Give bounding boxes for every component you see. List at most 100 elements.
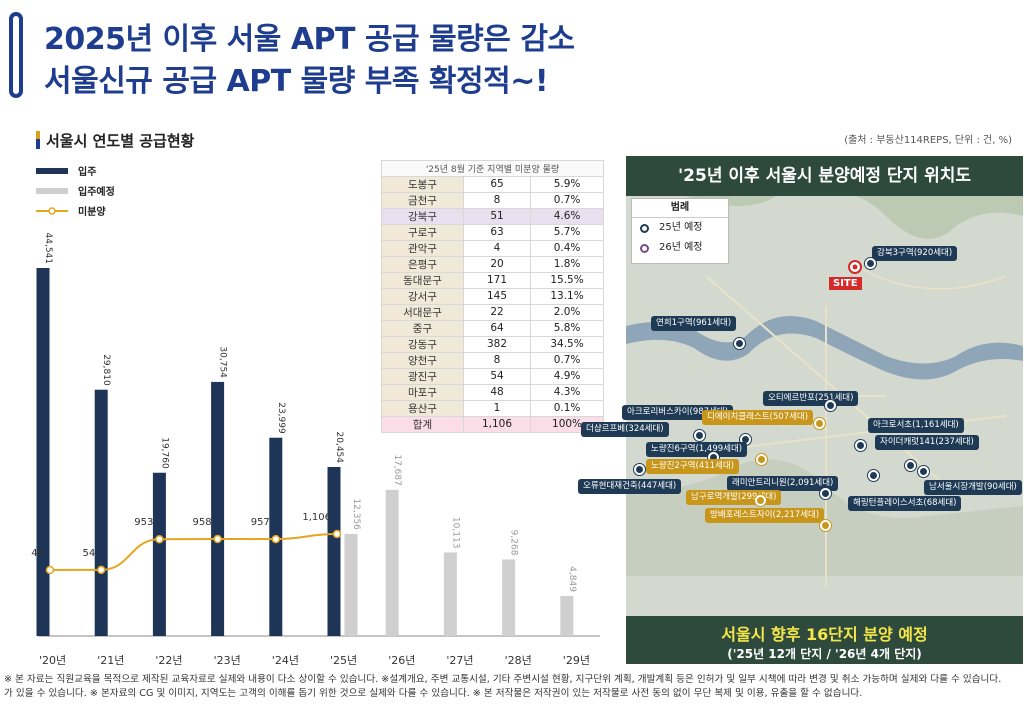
- table-cell-pct: 0.4%: [530, 239, 604, 257]
- legend-swatch-planned: [36, 187, 68, 194]
- unsold-table: '25년 8월 기준 지역별 미분양 물량 도봉구 65 5.9% 금천구 8 0.7% 강…: [381, 160, 604, 433]
- table-row: 강서구 145 13.1%: [381, 287, 604, 305]
- table-row: 은평구 20 1.8%: [381, 255, 604, 273]
- table-row: 서대문구 22 2.0%: [381, 303, 604, 321]
- bar-label-move-in: 20,454: [334, 432, 344, 464]
- table-row: 구로구 63 5.7%: [381, 223, 604, 241]
- table-cell-district: 용산구: [381, 399, 464, 417]
- x-tick-label: '23년: [214, 654, 241, 667]
- bar-label-move-in: 23,999: [276, 402, 286, 434]
- map-footer-main: 서울시 향후 16단지 분양 예정: [721, 625, 928, 644]
- table-row: 마포구 48 4.3%: [381, 383, 604, 401]
- table-cell-count: 64: [462, 319, 532, 337]
- footnote: ※ 본 자료는 직원교육을 목적으로 제작된 교육자료로 실제와 내용이 다소 …: [4, 673, 1022, 701]
- map-pin-icon: [694, 430, 705, 441]
- table-cell-count: 1: [462, 399, 532, 417]
- bar-label-planned: 9,268: [509, 530, 519, 556]
- table-row: 강북구 51 4.6%: [381, 207, 604, 225]
- bar-label-planned: 17,687: [392, 454, 402, 486]
- map-marker-label: 연희1구역(961세대): [651, 316, 737, 331]
- source-note: (출처 : 부동산114REPS, 단위 : 건, %): [844, 135, 1012, 146]
- table-body: 도봉구 65 5.9% 금천구 8 0.7% 강북구 51 4.6% 구로구 63 5.7% 관악구 4 0…: [381, 175, 604, 433]
- point-unsold: [213, 534, 222, 544]
- map-pin-icon: [734, 338, 745, 349]
- x-tick-label: '20년: [39, 654, 66, 667]
- table-cell-count: 54: [462, 367, 532, 385]
- table-cell-count: 63: [462, 223, 532, 241]
- site-pin-icon: [848, 260, 862, 274]
- legend-move-in: 입주: [36, 163, 96, 178]
- table-cell-district: 금천구: [381, 191, 464, 209]
- map-pin-icon: [814, 418, 825, 429]
- map-pin-icon: [905, 460, 916, 471]
- section-marker-accent: [36, 131, 40, 139]
- map-title: '25년 이후 서울시 분양예정 단지 위치도: [626, 156, 1023, 196]
- section-title: 서울시 연도별 공급현황: [46, 132, 195, 150]
- title-bracket: [9, 12, 23, 98]
- map-pin-icon: [756, 454, 767, 465]
- map-footer-sub: ('25년 12개 단지 / '26년 4개 단지): [727, 647, 922, 661]
- map-marker-label: 오류현대재건축(447세대): [578, 479, 682, 494]
- table-cell-count: 4: [462, 239, 532, 257]
- table-cell-pct: 34.5%: [530, 335, 604, 353]
- table-cell-pct: 0.7%: [530, 351, 604, 369]
- title-line-2: 서울신규 공급 APT 물량 부족 확정적~!: [44, 64, 549, 99]
- table-cell-count: 48: [462, 383, 532, 401]
- map-legend-title: 범례: [632, 199, 728, 218]
- table-row: 용산구 1 0.1%: [381, 399, 604, 417]
- legend-label-unsold: 미분양: [78, 207, 106, 218]
- table-cell-pct: 13.1%: [530, 287, 604, 305]
- table-row: 중구 64 5.8%: [381, 319, 604, 337]
- table-cell-pct: 0.1%: [530, 399, 604, 417]
- table-row: 동대문구 171 15.5%: [381, 271, 604, 289]
- bar-move-in: [211, 381, 225, 636]
- bar-move-in: [152, 472, 166, 636]
- map-marker-label: 오티에르반포(251세대): [763, 391, 859, 406]
- map-marker-label: 해링턴플레이스서초(68세대): [848, 496, 962, 511]
- bar-planned: [344, 533, 358, 636]
- point-label-unsold: 957: [251, 517, 270, 528]
- legend-planned: 입주예정: [36, 183, 115, 198]
- table-row: 관악구 4 0.4%: [381, 239, 604, 257]
- table-cell-district: 관악구: [381, 239, 464, 257]
- map-legend: 범례 25년 예정 26년 예정: [631, 198, 729, 264]
- point-label-unsold: 49: [31, 548, 44, 559]
- map-marker-label: 디에이치클래스트(507세대): [702, 410, 814, 425]
- map-legend-26: 26년 예정: [632, 238, 728, 258]
- table-cell-district: 서대문구: [381, 303, 464, 321]
- table-cell-pct: 5.8%: [530, 319, 604, 337]
- point-label-unsold: 958: [193, 517, 212, 528]
- table-row: 금천구 8 0.7%: [381, 191, 604, 209]
- table-caption: '25년 8월 기준 지역별 미분양 물량: [381, 160, 604, 177]
- bar-planned: [443, 552, 457, 636]
- x-tick-label: '22년: [155, 654, 182, 667]
- table-row: 양천구 8 0.7%: [381, 351, 604, 369]
- table-row: 도봉구 65 5.9%: [381, 175, 604, 193]
- legend-26-icon: [640, 243, 649, 253]
- bar-label-move-in: 19,760: [159, 437, 169, 469]
- footnote-line-1: ※ 본 자료는 직원교육을 목적으로 제작된 교육자료로 실제와 내용이 다소 …: [4, 674, 1002, 685]
- legend-label-move-in: 입주: [78, 167, 97, 178]
- table-cell-count: 22: [462, 303, 532, 321]
- map-marker-label: 더샵르프베(324세대): [581, 422, 669, 437]
- x-tick-label: '21년: [97, 654, 124, 667]
- table-cell-district: 강동구: [381, 335, 464, 353]
- bar-move-in: [94, 389, 108, 636]
- table-cell-count: 171: [462, 271, 532, 289]
- point-unsold: [332, 529, 342, 539]
- table-cell-pct: 0.7%: [530, 191, 604, 209]
- table-row: 광진구 54 4.9%: [381, 367, 604, 385]
- point-label-unsold: 953: [134, 517, 153, 528]
- point-unsold: [45, 565, 55, 575]
- map-legend-26-label: 26년 예정: [659, 242, 703, 253]
- table-cell-district: 합계: [381, 415, 464, 433]
- x-tick-label: '29년: [563, 654, 590, 667]
- table-cell-count: 51: [462, 207, 532, 225]
- table-cell-district: 구로구: [381, 223, 464, 241]
- table-cell-district: 도봉구: [381, 175, 464, 193]
- table-cell-pct: 5.9%: [530, 175, 604, 193]
- bar-label-move-in: 29,810: [101, 354, 111, 386]
- table-cell-pct: 1.8%: [530, 255, 604, 273]
- table-cell-pct: 15.5%: [530, 271, 604, 289]
- bar-label-planned: 4,849: [567, 566, 577, 592]
